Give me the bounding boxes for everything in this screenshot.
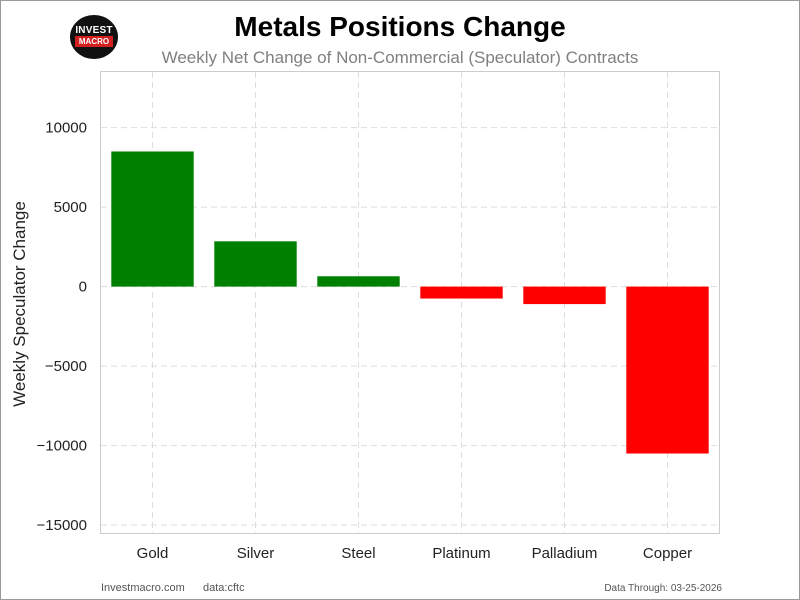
y-tick-label: −15000 [37,517,87,534]
logo-text-invest: INVEST [75,25,113,36]
x-tick-label: Gold [137,545,169,562]
x-tick-label: Steel [341,545,375,562]
plot-area [100,71,720,534]
investmacro-logo: INVEST MACRO [70,15,118,59]
bar-silver [214,241,297,287]
chart-title: Metals Positions Change [234,11,566,42]
y-axis-label: Weekly Speculator Change [10,201,29,407]
y-tick-label: 10000 [45,120,87,137]
bar-gold [111,151,194,287]
bar-platinum [420,286,503,299]
y-tick-label: 5000 [54,199,87,216]
footer-site: Investmacro.com [101,582,185,594]
x-tick-label: Platinum [432,545,490,562]
y-tick-label: −5000 [45,358,87,375]
x-tick-label: Silver [237,545,275,562]
chart-subtitle: Weekly Net Change of Non-Commercial (Spe… [161,48,639,67]
y-tick-label: 0 [79,279,87,296]
footer-source: data:cftc [203,582,245,594]
x-tick-label: Copper [643,545,692,562]
bar-copper [626,286,709,454]
bar-steel [317,276,400,287]
footer-date: Data Through: 03-25-2026 [604,583,722,594]
y-tick-label: −10000 [37,438,87,455]
bar-palladium [523,286,606,305]
x-tick-label: Palladium [532,545,598,562]
logo-text-macro: MACRO [75,36,113,47]
